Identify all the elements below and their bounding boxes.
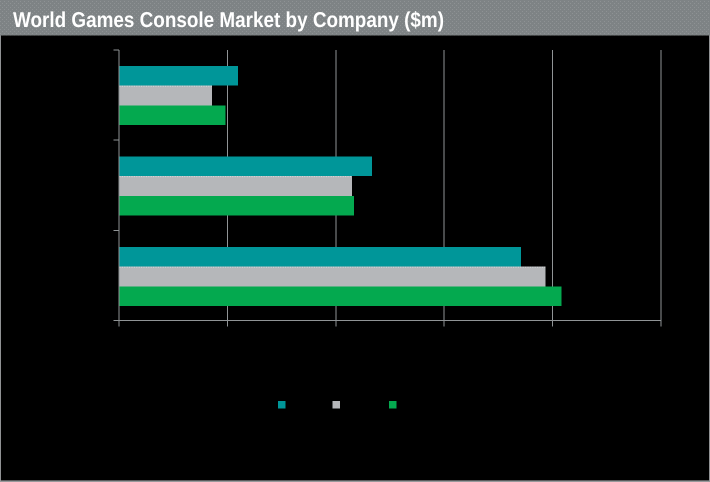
svg-text:World Games Console Market by: World Games Console Market by Company ($…: [13, 8, 444, 32]
